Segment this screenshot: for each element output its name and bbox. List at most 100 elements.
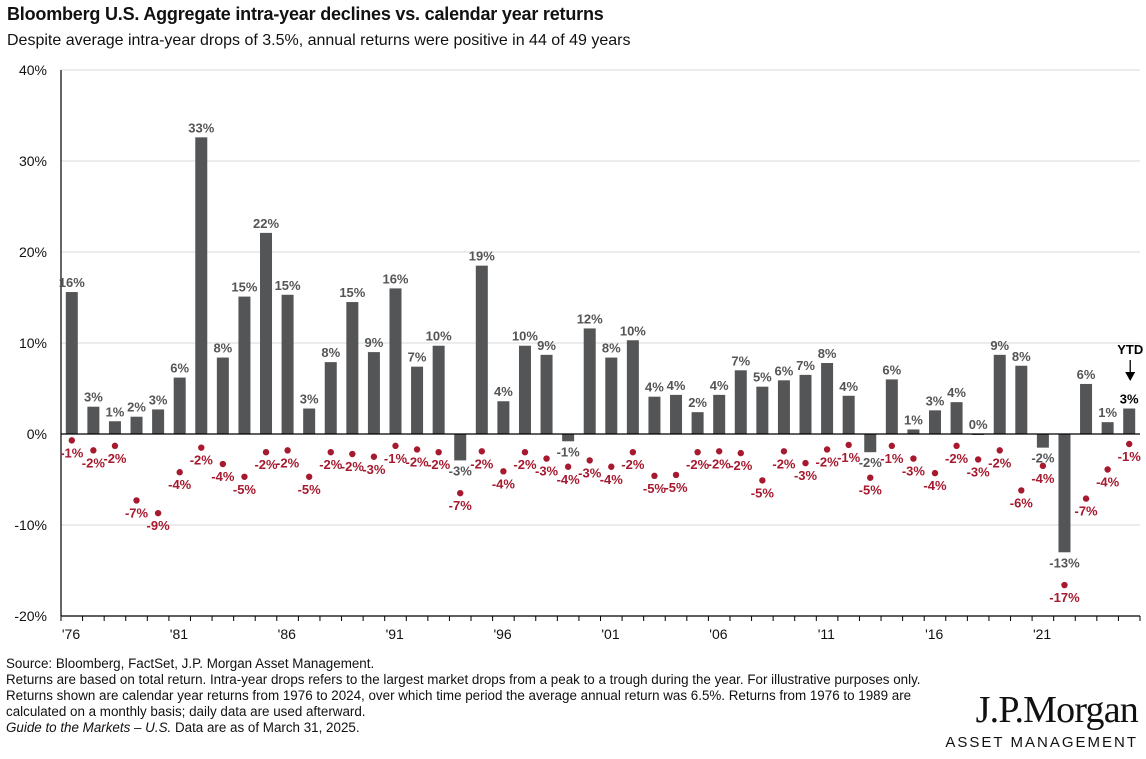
drop-point [435, 449, 442, 456]
return-label: 8% [1012, 349, 1031, 364]
return-bar [454, 434, 467, 461]
return-label: 7% [796, 358, 815, 373]
y-tick-label: 0% [27, 426, 47, 442]
return-bar [713, 394, 726, 434]
return-label: -2% [859, 455, 883, 470]
drop-label: -4% [600, 472, 624, 487]
return-bar [281, 294, 294, 434]
return-label: -13% [1049, 555, 1080, 570]
return-bar [389, 288, 402, 434]
return-bar [1101, 422, 1114, 434]
drop-label: -2% [945, 451, 969, 466]
drop-label: -2% [513, 457, 537, 472]
drop-label: -1% [880, 451, 904, 466]
drop-point [327, 449, 334, 456]
return-label: 8% [321, 345, 340, 360]
return-label: 6% [170, 361, 189, 376]
return-bar [605, 357, 618, 434]
return-label: 3% [149, 392, 168, 407]
return-bars [65, 137, 1136, 553]
ytd-label: YTD [1117, 342, 1143, 357]
logo-brand: J.P.Morgan [975, 689, 1139, 731]
source-note: Source: Bloomberg, FactSet, J.P. Morgan … [6, 656, 375, 671]
return-bar [216, 357, 229, 434]
drop-point [219, 460, 227, 468]
y-tick-label: 30% [19, 153, 47, 169]
drop-point [564, 463, 572, 470]
drop-label: -2% [82, 455, 106, 470]
drop-label: -4% [211, 469, 235, 484]
drop-point [888, 442, 896, 450]
return-bar [928, 410, 941, 434]
return-label: 10% [620, 323, 646, 338]
y-tick-label: -20% [14, 608, 47, 624]
drop-label: -3% [362, 462, 386, 477]
return-label: 8% [213, 341, 232, 356]
return-bar [173, 377, 186, 434]
return-label: 8% [602, 341, 621, 356]
guide-title: Guide to the Markets – U.S. [6, 720, 172, 735]
drop-point [867, 474, 874, 481]
return-bar [799, 374, 812, 434]
return-label: 6% [1077, 367, 1096, 382]
drop-label: -2% [103, 451, 127, 466]
return-bar [324, 362, 337, 434]
return-bar [626, 340, 639, 434]
x-tick-label: '96 [493, 626, 511, 642]
return-label: 4% [710, 378, 729, 393]
data-date: Data are as of March 31, 2025. [171, 720, 360, 735]
drop-label: -9% [147, 518, 171, 533]
drop-label: -2% [621, 457, 645, 472]
return-label: 8% [818, 346, 837, 361]
return-label: 12% [577, 311, 603, 326]
drop-point [284, 447, 291, 454]
return-label: 22% [253, 216, 279, 231]
return-bar [756, 386, 769, 434]
return-bar [885, 379, 898, 434]
return-bar [562, 434, 575, 442]
drop-label: -2% [816, 454, 840, 469]
drop-point [974, 456, 982, 463]
drop-label: -3% [794, 468, 818, 483]
drop-point [370, 453, 378, 460]
return-bar [583, 328, 596, 434]
drop-point [586, 457, 593, 464]
return-bar [691, 412, 704, 434]
return-label: 7% [408, 350, 427, 365]
x-tick-label: '01 [601, 626, 619, 642]
drop-label: -2% [319, 457, 343, 472]
y-tick-label: 40% [19, 62, 47, 78]
drop-label: -5% [664, 480, 688, 495]
return-bar [777, 380, 790, 434]
drop-label: -17% [1049, 590, 1080, 605]
return-label: 10% [426, 329, 452, 344]
drop-point [1126, 440, 1133, 448]
return-label: 3% [926, 393, 945, 408]
return-bar [1015, 365, 1028, 434]
drop-label: -5% [751, 485, 775, 500]
drop-point [349, 450, 356, 458]
return-bar [411, 366, 424, 434]
y-tick-label: -10% [14, 517, 47, 533]
return-label: 1% [106, 404, 125, 419]
return-label: 19% [469, 249, 495, 264]
x-tick-label: '81 [170, 626, 188, 642]
return-label: 6% [882, 362, 901, 377]
return-label: -2% [1031, 451, 1055, 466]
drop-point [737, 449, 744, 457]
drop-label: -4% [492, 476, 516, 491]
drop-point [651, 472, 658, 480]
drop-point [154, 509, 162, 517]
return-label: 4% [947, 385, 966, 400]
drop-label: -2% [470, 456, 494, 471]
return-label: 1% [904, 412, 923, 427]
drop-label: -2% [427, 457, 451, 472]
drop-label: -2% [686, 457, 710, 472]
return-bar [238, 296, 251, 434]
guide-note: Guide to the Markets – U.S. Data are as … [6, 720, 946, 736]
drop-label: -2% [772, 456, 796, 471]
drop-label: -7% [125, 505, 149, 520]
drop-point [608, 463, 615, 470]
drop-point [910, 455, 917, 462]
drop-label: -1% [837, 450, 861, 465]
